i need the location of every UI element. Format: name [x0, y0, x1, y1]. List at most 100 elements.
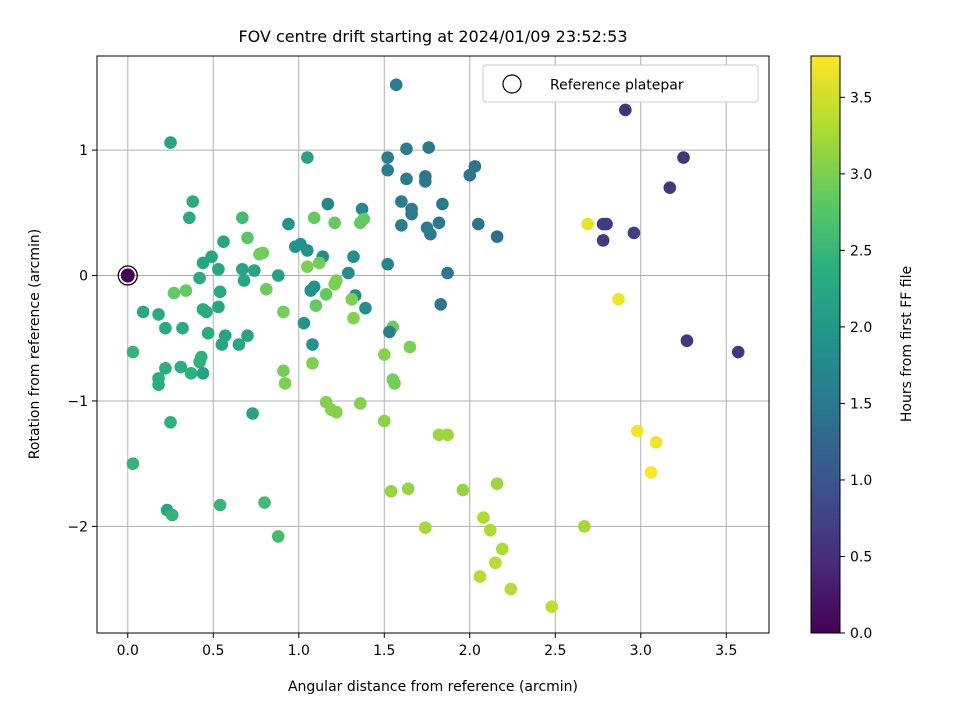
- x-tick-label: 3.0: [630, 643, 652, 659]
- data-point: [477, 511, 490, 524]
- data-point: [213, 498, 227, 512]
- data-point: [159, 321, 172, 335]
- data-point: [495, 542, 509, 556]
- data-point: [196, 256, 210, 270]
- data-point: [212, 300, 225, 314]
- data-point: [301, 151, 314, 164]
- data-point: [345, 293, 359, 306]
- data-point: [258, 496, 271, 509]
- data-point: [183, 211, 196, 225]
- data-point: [401, 482, 415, 496]
- colorbar-tick-label: 3.5: [850, 90, 872, 106]
- data-point: [381, 163, 394, 177]
- data-point: [405, 207, 418, 221]
- data-point: [306, 338, 319, 351]
- data-point: [193, 271, 206, 285]
- x-tick-label: 3.5: [715, 643, 737, 659]
- y-tick-label: −2: [67, 519, 88, 535]
- data-point: [400, 172, 413, 186]
- data-point: [677, 151, 690, 164]
- data-point: [424, 227, 437, 241]
- data-point: [355, 202, 369, 216]
- colorbar-label: Hours from first FF file: [899, 266, 915, 422]
- data-point: [456, 483, 470, 497]
- data-point: [236, 262, 249, 276]
- legend-box: [482, 64, 759, 103]
- data-point: [631, 424, 644, 438]
- data-point: [680, 334, 694, 348]
- data-point: [644, 466, 658, 479]
- data-point: [213, 285, 227, 299]
- data-point: [612, 293, 625, 306]
- data-point: [241, 231, 254, 245]
- data-point: [217, 235, 230, 248]
- data-point: [347, 250, 360, 263]
- data-point: [212, 262, 225, 276]
- data-point: [277, 305, 290, 319]
- data-point: [232, 338, 246, 351]
- data-point: [403, 340, 417, 354]
- data-point: [328, 216, 341, 230]
- data-point: [489, 556, 502, 570]
- data-point: [441, 266, 454, 280]
- legend-entry-reference: Reference platepar: [550, 78, 684, 94]
- data-point: [395, 219, 408, 232]
- data-point: [321, 197, 335, 211]
- data-point: [504, 582, 518, 596]
- data-point: [184, 367, 198, 380]
- data-point: [215, 338, 229, 351]
- data-point: [578, 520, 591, 533]
- x-axis-label: Angular distance from reference (arcmin): [288, 679, 578, 695]
- data-point: [301, 244, 314, 257]
- data-point: [384, 484, 398, 498]
- data-point: [381, 257, 394, 271]
- x-tick-label: 1.5: [373, 643, 395, 659]
- data-point: [388, 377, 401, 390]
- legend-reference-marker-icon: [502, 74, 522, 94]
- data-point: [271, 530, 285, 543]
- data-point: [126, 345, 140, 359]
- y-axis-label: Rotation from reference (arcmin): [27, 229, 43, 459]
- x-axis-ticks: 0.0 0.5 1.0 1.5 2.0 2.5 3.0 3.5: [117, 633, 737, 659]
- data-point: [236, 211, 249, 225]
- data-point: [307, 211, 321, 225]
- legend: Reference platepar: [482, 64, 759, 103]
- data-point: [186, 195, 200, 208]
- data-point: [731, 345, 745, 359]
- data-point: [432, 216, 446, 230]
- data-point: [309, 299, 323, 312]
- data-point: [354, 397, 367, 410]
- data-point: [297, 316, 311, 330]
- reference-marker-group: [117, 265, 138, 286]
- colorbar-tick-label: 3.0: [850, 167, 872, 183]
- colorbar-tick-label: 0.0: [850, 626, 872, 642]
- data-point: [490, 230, 504, 243]
- data-point: [271, 269, 285, 282]
- data-point: [201, 326, 215, 340]
- data-point: [167, 286, 181, 300]
- data-point: [176, 321, 189, 335]
- data-point: [422, 141, 436, 154]
- y-tick-label: 0: [79, 269, 88, 285]
- colorbar-tick-label: 1.0: [850, 473, 872, 489]
- data-point: [627, 226, 641, 240]
- data-point: [278, 377, 292, 390]
- data-point: [441, 428, 454, 442]
- data-point: [259, 283, 273, 296]
- x-tick-label: 0.0: [117, 643, 139, 659]
- colorbar-gradient: [810, 55, 841, 634]
- data-point: [237, 274, 251, 287]
- data-point: [359, 301, 372, 315]
- data-point: [312, 256, 326, 270]
- data-point: [277, 364, 290, 378]
- data-point: [342, 266, 355, 280]
- data-point: [400, 142, 413, 156]
- y-tick-label: 1: [79, 143, 88, 159]
- reference-point: [120, 268, 135, 283]
- x-tick-label: 2.5: [544, 643, 566, 659]
- data-point: [434, 298, 447, 311]
- data-point: [649, 436, 663, 449]
- data-point: [246, 407, 259, 420]
